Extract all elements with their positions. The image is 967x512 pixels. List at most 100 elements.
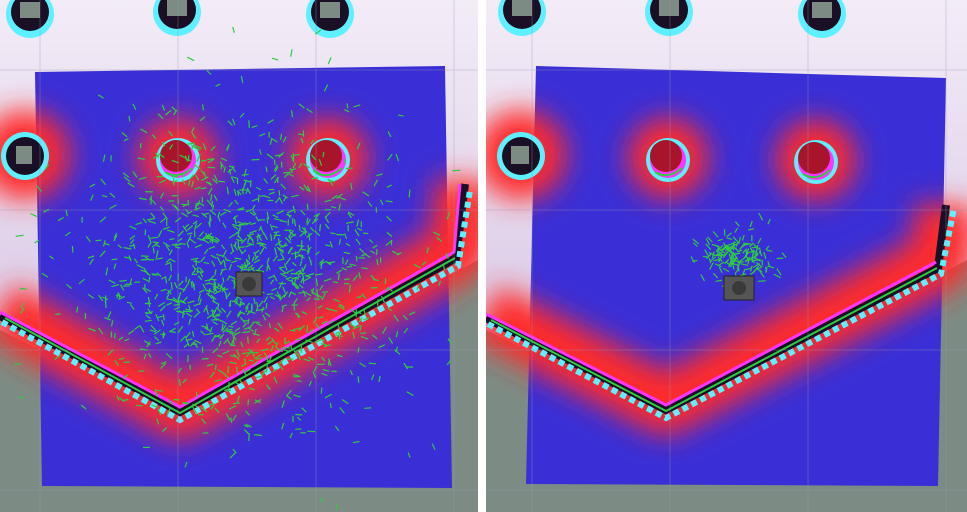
particle-pose [186,241,190,248]
particle-pose [421,261,427,266]
particle-pose [386,184,392,188]
particle-pose [228,264,232,271]
robot-footprint-icon[interactable] [235,271,263,297]
particle-pose [180,212,189,218]
particle-pose [341,267,348,271]
particle-pose [247,336,249,344]
particle-pose [275,346,284,353]
particle-pose [278,358,285,365]
particle-pose [189,341,195,347]
particle-pose [269,279,275,285]
particle-pose [740,263,749,266]
particle-pose [255,216,260,222]
particle-pose [246,259,251,265]
particle-pose [136,404,143,407]
particle-pose [307,356,315,361]
particle-pose [102,194,108,198]
particle-pose [280,133,283,141]
map-view-left[interactable] [0,0,478,512]
particle-pose [756,262,763,268]
particle-pose [386,231,393,237]
particle-pose [199,267,204,273]
particle-pose [194,144,202,149]
particle-pose [398,114,404,117]
particle-pose [269,296,276,300]
particle-pose [182,225,188,232]
particle-pose [129,225,137,230]
particle-pose [338,305,345,310]
particle-pose [226,310,232,318]
particle-pose [240,237,247,244]
particle-pose [238,247,243,254]
particle-pose [375,248,378,256]
particle-pose [286,395,292,400]
particle-pose [194,202,199,209]
particle-pose [284,263,288,271]
particle-pose [190,281,193,288]
particle-pose [203,212,210,216]
particle-pose [324,199,332,203]
particle-pose [717,256,723,263]
particle-pose [407,452,411,458]
particle-pose [300,240,303,248]
particle-pose [191,132,197,140]
particle-pose [117,244,122,249]
particle-pose [249,211,256,216]
particle-pose [170,263,172,272]
particle-pose [272,255,278,262]
particle-pose [195,308,201,314]
particle-pose [752,249,758,255]
particle-pose [732,251,738,259]
particle-pose [209,371,216,378]
particle-pose [167,289,172,295]
particle-pose [156,272,162,277]
particle-pose [301,254,304,261]
particle-pose [255,376,262,379]
particle-pose [728,253,732,261]
particle-pose [252,360,259,367]
particle-pose [49,255,54,260]
particle-pose [277,363,284,371]
particle-pose [263,296,269,303]
particle-pose [700,274,705,282]
particle-pose [749,270,756,276]
particle-pose [763,252,767,260]
particle-pose [311,177,319,180]
particle-pose [278,248,284,254]
particle-pose [758,247,762,254]
robot-footprint-icon[interactable] [723,275,755,301]
particle-pose [90,194,94,201]
particle-pose [196,154,201,162]
particle-pose [286,209,295,214]
particle-pose [207,187,213,195]
particle-pose [177,230,184,237]
costmap-canvas-left[interactable] [0,0,478,512]
map-view-right[interactable] [486,0,967,512]
particle-pose [235,298,239,305]
particle-pose [725,249,732,254]
particle-pose [180,335,187,342]
particle-pose [304,274,311,278]
particle-pose [132,103,137,110]
particle-pose [99,216,107,223]
particle-pose [758,212,764,221]
particle-pose [98,294,104,302]
particle-pose [317,304,323,309]
particle-pose [193,312,200,318]
particle-pose [265,365,269,373]
particle-pose [184,461,188,468]
particle-pose [749,220,753,228]
particle-pose [315,323,321,330]
particle-pose [386,215,392,222]
particle-pose [213,290,222,295]
particle-pose [245,423,252,428]
particle-pose [705,243,712,251]
costmap-canvas-right[interactable] [486,0,967,512]
particle-pose [393,314,399,322]
particle-pose [88,327,96,332]
particle-pose [237,228,241,234]
particle-pose [85,235,91,243]
particle-pose [370,274,375,280]
particle-pose [222,327,229,334]
particle-pose [165,244,171,252]
